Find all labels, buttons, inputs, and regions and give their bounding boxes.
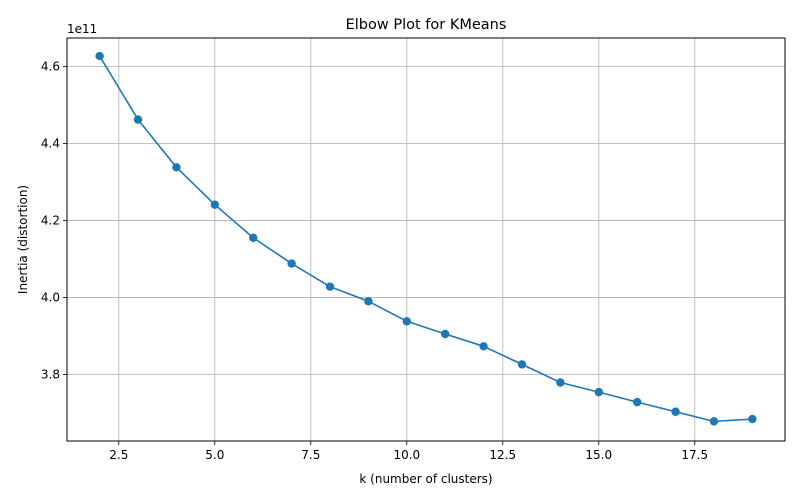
x-tick-label: 7.5 bbox=[301, 448, 320, 462]
y-tick-label: 4.6 bbox=[41, 59, 60, 73]
grid bbox=[67, 38, 785, 441]
y-axis-label: Inertia (distortion) bbox=[16, 185, 30, 294]
x-axis-label: k (number of clusters) bbox=[359, 472, 492, 486]
data-point bbox=[364, 297, 373, 306]
data-point bbox=[210, 200, 220, 209]
y-tick-label: 4.4 bbox=[41, 136, 60, 150]
series-layer bbox=[95, 51, 757, 426]
data-point bbox=[287, 259, 296, 268]
plot-frame bbox=[66, 37, 786, 442]
data-point bbox=[249, 233, 258, 242]
chart-title: Elbow Plot for KMeans bbox=[346, 17, 507, 33]
data-point bbox=[556, 378, 565, 387]
data-point bbox=[709, 417, 719, 426]
ticks: 2.5 5.0 7.5 10.0 12.5 15.0 17.5 3.8 4.0 4.2 4.4 4.6 bbox=[41, 59, 708, 462]
series-line bbox=[98, 55, 753, 423]
data-point bbox=[402, 317, 412, 326]
data-point bbox=[748, 414, 757, 424]
x-tick-label: 15.0 bbox=[585, 448, 612, 462]
x-tick-label: 2.5 bbox=[109, 448, 128, 462]
data-point bbox=[440, 329, 450, 339]
data-point bbox=[325, 282, 335, 291]
data-point bbox=[172, 163, 181, 172]
y-tick-label: 3.8 bbox=[41, 367, 60, 381]
y-tick-label: 4.2 bbox=[41, 213, 60, 227]
data-point bbox=[632, 397, 642, 407]
data-point bbox=[479, 342, 488, 351]
data-point bbox=[95, 51, 104, 61]
y-tick-label: 4.0 bbox=[41, 290, 60, 304]
x-tick-label: 10.0 bbox=[393, 448, 420, 462]
data-point bbox=[133, 115, 143, 124]
data-point bbox=[671, 407, 680, 416]
data-point bbox=[517, 360, 527, 369]
data-point bbox=[594, 387, 603, 397]
y-axis-offset-label: 1e11 bbox=[67, 22, 97, 36]
x-tick-label: 12.5 bbox=[489, 448, 516, 462]
x-tick-label: 5.0 bbox=[205, 448, 224, 462]
x-tick-label: 17.5 bbox=[681, 448, 708, 462]
